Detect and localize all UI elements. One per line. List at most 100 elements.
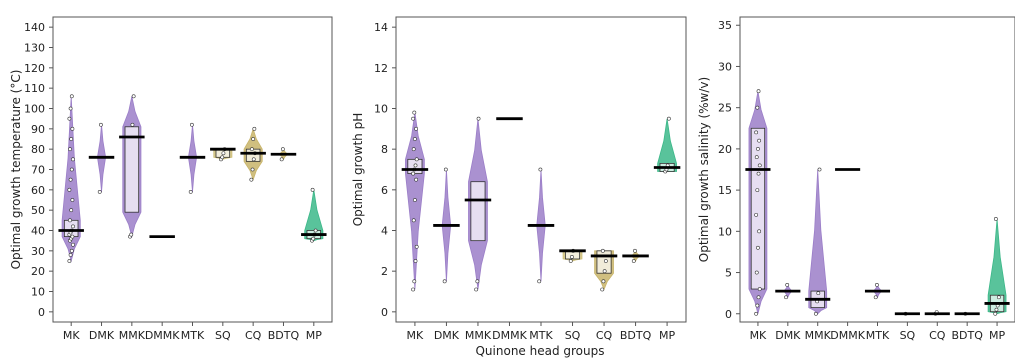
- y-tick-label: 0: [381, 306, 388, 319]
- y-tick-label: 10: [718, 225, 732, 238]
- category-mp: [653, 116, 681, 174]
- category-mmk: [119, 94, 145, 239]
- y-tick-label: 5: [725, 267, 732, 280]
- x-tick-label: MMK: [119, 329, 146, 342]
- data-point: [633, 248, 637, 253]
- y-tick-label: 20: [718, 143, 732, 156]
- data-point: [414, 244, 419, 249]
- data-point: [251, 157, 256, 162]
- data-point: [311, 236, 316, 241]
- data-point: [221, 151, 226, 156]
- x-tick-label: MK: [750, 329, 767, 342]
- data-point: [757, 138, 762, 143]
- y-tick-label: 30: [718, 60, 732, 73]
- data-point: [993, 217, 998, 221]
- category-mtk: [179, 122, 206, 194]
- x-tick-label: MTK: [866, 329, 890, 342]
- data-point: [67, 116, 72, 121]
- y-tick-label: 15: [718, 184, 732, 197]
- data-point: [873, 295, 878, 300]
- data-point: [755, 105, 760, 110]
- data-point: [67, 187, 72, 192]
- data-point: [69, 248, 74, 253]
- data-point: [996, 295, 1001, 300]
- category-cq: [240, 126, 266, 182]
- data-point: [68, 106, 73, 111]
- data-point: [756, 295, 761, 300]
- y-tick-label: 6: [381, 184, 388, 197]
- category-sq: [210, 147, 236, 162]
- category-dmk: [775, 283, 801, 300]
- data-point: [68, 218, 72, 223]
- x-tick-label: BDTQ: [620, 329, 652, 342]
- category-sq: [894, 311, 920, 316]
- data-point: [220, 155, 225, 160]
- category-mtk: [527, 167, 555, 284]
- data-point: [875, 283, 879, 287]
- data-point: [69, 137, 74, 141]
- data-point: [70, 126, 75, 131]
- x-tick-label: BDTQ: [951, 329, 983, 342]
- y-tick-label: 35: [718, 19, 732, 32]
- data-point: [310, 187, 315, 192]
- x-tick-label: MK: [63, 329, 80, 342]
- y-tick-label: 100: [24, 103, 45, 116]
- x-tick-label: SQ: [215, 329, 231, 342]
- x-tick-label: BDTQ: [268, 329, 300, 342]
- y-tick-label: 10: [374, 103, 388, 116]
- x-tick-label: MTK: [529, 329, 553, 342]
- y-tick-label: 2: [381, 265, 388, 278]
- data-point: [413, 259, 418, 263]
- data-point: [411, 287, 416, 292]
- data-point: [99, 122, 103, 127]
- data-point: [993, 311, 998, 316]
- x-tick-label: CQ: [596, 329, 613, 342]
- data-point: [600, 248, 605, 253]
- data-point: [754, 311, 759, 316]
- x-tick-label: DMK: [775, 329, 801, 342]
- data-point: [537, 279, 542, 284]
- data-point: [250, 167, 255, 172]
- data-point: [600, 287, 605, 292]
- x-tick-label: MK: [407, 329, 424, 342]
- x-tick-label: DMMK: [145, 329, 180, 342]
- data-point: [601, 279, 606, 284]
- y-axis-title: Optimal growth temperature (°C): [9, 70, 23, 270]
- data-point: [631, 259, 636, 263]
- data-point: [71, 242, 75, 247]
- data-point: [68, 147, 72, 152]
- data-point: [754, 212, 759, 217]
- data-point: [817, 167, 822, 172]
- category-dmk: [433, 167, 460, 284]
- x-tick-label: CQ: [929, 329, 946, 342]
- category-sq: [559, 248, 586, 263]
- data-point: [414, 177, 419, 182]
- y-tick-label: 70: [31, 164, 45, 177]
- data-point: [602, 269, 607, 274]
- data-point: [443, 167, 448, 172]
- data-point: [568, 259, 573, 263]
- x-axis-title: Quinone head groups: [475, 344, 604, 358]
- data-point: [784, 295, 788, 300]
- data-point: [757, 163, 762, 168]
- data-point: [411, 171, 416, 176]
- category-cq: [590, 248, 618, 292]
- data-point: [279, 157, 284, 162]
- data-point: [757, 229, 762, 234]
- iqr-box-mk: [750, 127, 766, 290]
- x-tick-label: DMK: [89, 329, 115, 342]
- y-tick-label: 20: [31, 265, 45, 278]
- y-tick-label: 12: [374, 62, 388, 75]
- category-mp: [984, 217, 1010, 316]
- y-tick-label: 25: [718, 102, 732, 115]
- panel-1: 0 10 20 30 40 50 60 70 80 90 100 110 120 130 140 Optima…: [9, 16, 333, 342]
- data-point: [411, 218, 416, 223]
- data-point: [666, 116, 671, 121]
- data-point: [69, 94, 74, 99]
- y-tick-label: 14: [374, 21, 388, 34]
- data-point: [70, 198, 75, 202]
- category-cq: [924, 310, 950, 316]
- category-mmk: [805, 167, 831, 316]
- category-bdtq: [954, 311, 980, 316]
- data-point: [251, 137, 256, 141]
